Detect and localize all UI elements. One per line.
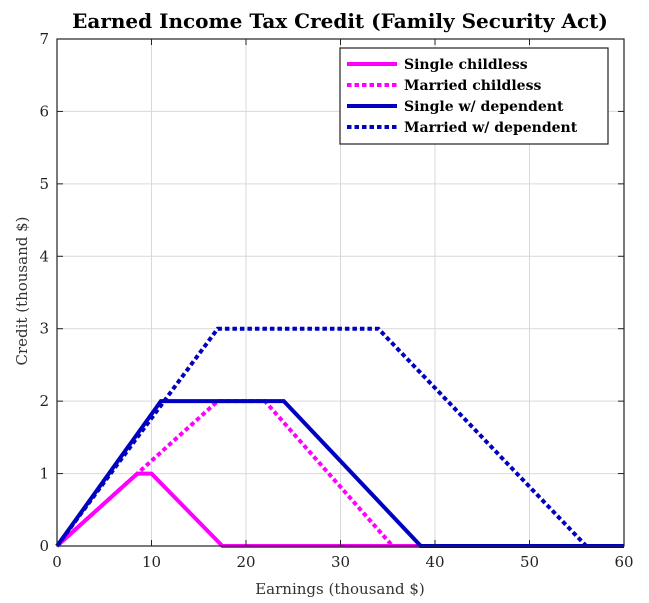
- legend-label: Single w/ dependent: [404, 99, 564, 115]
- chart-title: Earned Income Tax Credit (Family Securit…: [72, 9, 608, 33]
- y-tick-label: 5: [39, 175, 49, 193]
- x-tick-label: 10: [142, 553, 161, 571]
- legend-label: Single childless: [404, 57, 528, 73]
- ticks: 0 10 20 30 40 50 60 0 1 2 3 4 5 6 7: [39, 30, 633, 571]
- x-tick-label: 40: [425, 553, 444, 571]
- y-tick-label: 3: [39, 320, 49, 338]
- legend: Single childless Married childless Single …: [339, 47, 609, 145]
- y-tick-label: 2: [39, 392, 49, 410]
- legend-label: Married childless: [404, 78, 541, 94]
- x-tick-label: 50: [520, 553, 539, 571]
- y-tick-label: 7: [39, 30, 49, 48]
- y-tick-label: 6: [39, 102, 49, 120]
- x-tick-label: 0: [52, 553, 62, 571]
- y-tick-label: 4: [39, 247, 49, 265]
- x-tick-label: 20: [236, 553, 255, 571]
- y-tick-label: 1: [39, 465, 49, 483]
- x-tick-label: 30: [331, 553, 350, 571]
- x-axis-label: Earnings (thousand $): [255, 580, 425, 598]
- legend-label: Married w/ dependent: [404, 120, 578, 136]
- y-tick-label: 0: [39, 537, 49, 555]
- x-tick-label: 60: [614, 553, 633, 571]
- y-axis-label: Credit (thousand $): [13, 216, 31, 365]
